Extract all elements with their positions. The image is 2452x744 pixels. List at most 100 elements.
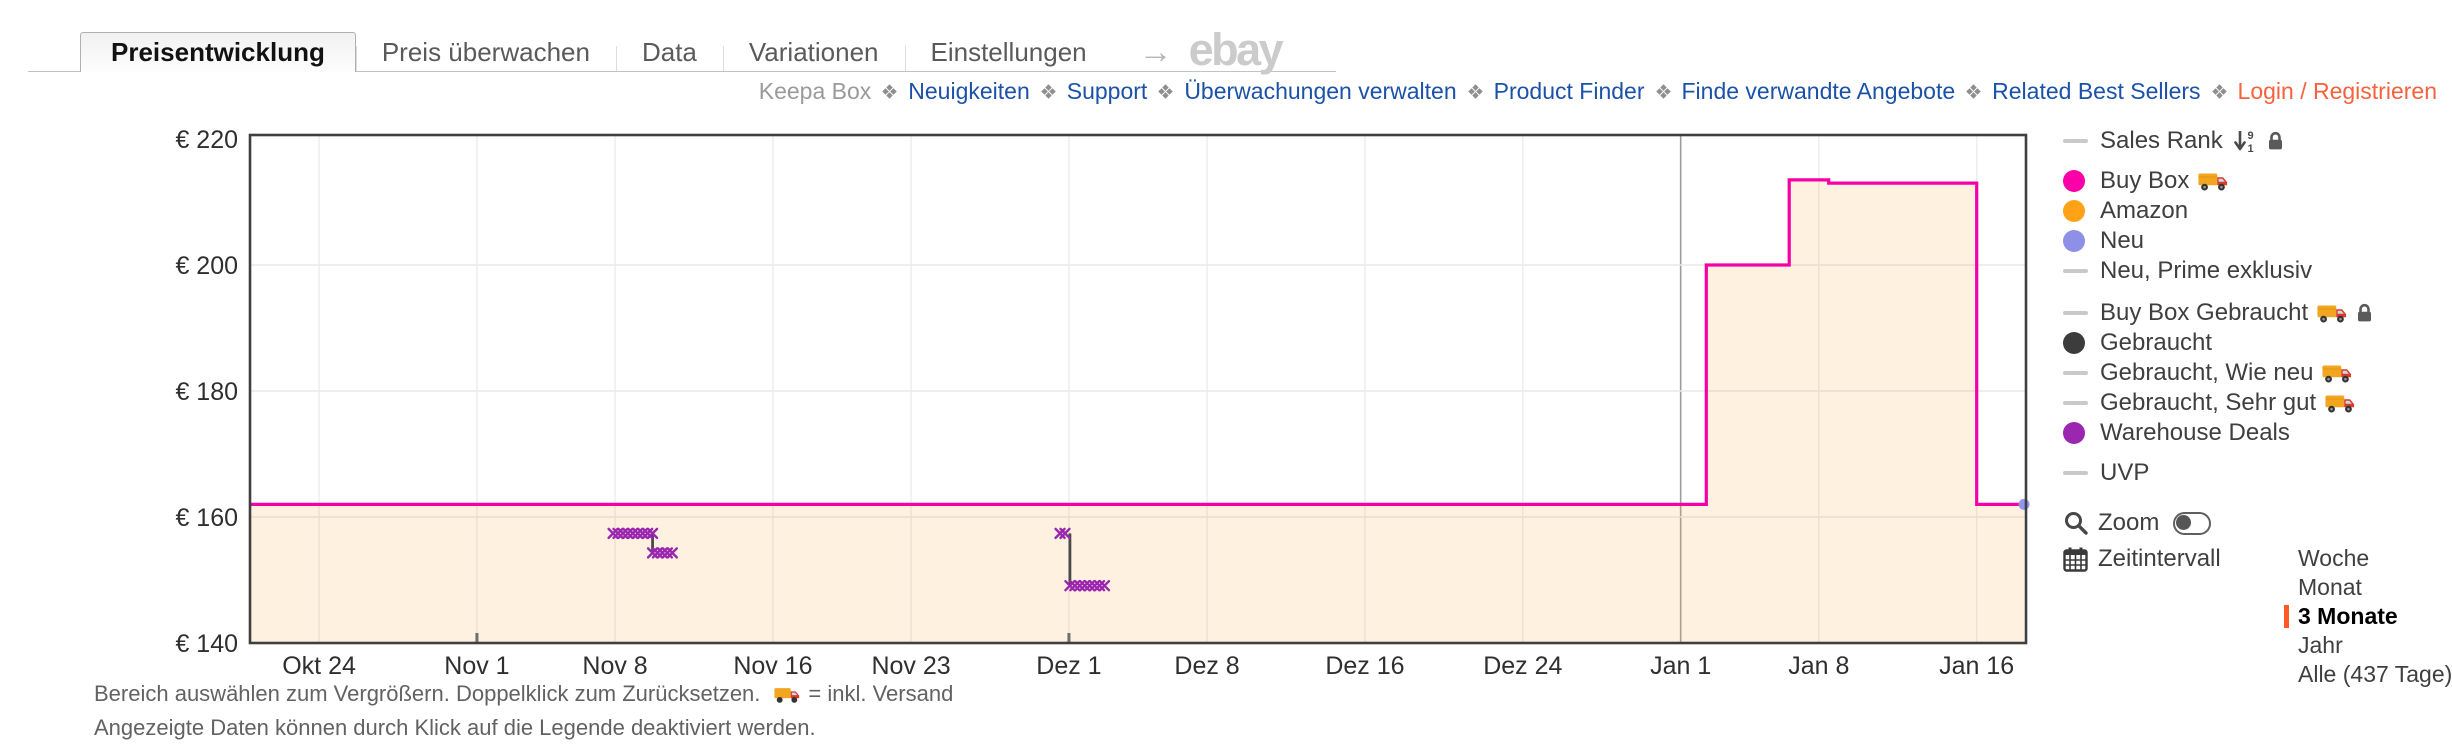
nav-link-neuigkeiten[interactable]: Neuigkeiten [908,77,1030,104]
legend-label: Gebraucht, Sehr gut [2100,389,2317,416]
truck-icon [2325,393,2355,414]
legend-line-marker [2063,400,2089,406]
y-tick-label: € 160 [175,504,238,532]
chart-footnotes: Bereich auswählen zum Vergrößern. Doppel… [94,678,953,743]
interval-option-label: Alle (437 Tage) [2298,661,2452,687]
calendar-icon [2063,547,2089,572]
y-tick-label: € 180 [175,378,238,406]
tab-preisentwicklung[interactable]: Preisentwicklung [80,32,356,72]
y-tick-label: € 140 [175,630,238,658]
diamond-separator-icon [1158,83,1174,99]
tab-einstellungen[interactable]: Einstellungen [904,32,1113,72]
legend-circle-marker [2063,332,2089,354]
tab-bar: Preisentwicklung Preis überwachen Data Vari… [80,24,1284,75]
x-tick-label: Nov 16 [733,652,812,680]
interval-label: Zeitintervall [2098,545,2221,572]
legend-item-uvp[interactable]: UVP [2063,458,2449,488]
x-tick-label: Jan 16 [1939,652,2014,680]
legend-label: Gebraucht [2100,329,2213,356]
chart-legend: Sales Rank 9 1 Buy Box Amazon Neu Neu, Prime e… [2063,126,2452,689]
month-start-tick [1067,633,1071,643]
legend-item-gebraucht-sehr-gut[interactable]: Gebraucht, Sehr gut [2063,388,2449,418]
svg-text:9: 9 [2247,130,2253,142]
ebay-logo[interactable]: ebay [1188,24,1284,75]
search-icon [2063,510,2089,536]
legend-circle-marker [2063,230,2089,252]
x-tick-label: Nov 23 [871,652,950,680]
x-tick-label: Dez 16 [1325,652,1404,680]
time-interval-row: Zeitintervall Woche Monat 3 Monate Jahr Alle … [2063,544,2452,689]
interval-option-alle-437-tage[interactable]: Alle (437 Tage) [2284,660,2452,689]
legend-label: Sales Rank [2100,127,2223,154]
legend-circle-marker [2063,170,2089,192]
legend-item-buy-box[interactable]: Buy Box [2063,166,2449,196]
x-tick-label: Dez 24 [1483,652,1562,680]
legend-line-marker [2063,370,2089,376]
legend-group: Sales Rank 9 1 [2063,126,2449,156]
legend-label: Amazon [2100,197,2189,224]
nav-link-product-finder[interactable]: Product Finder [1493,77,1645,104]
x-tick-label: Dez 1 [1036,652,1101,680]
truck-icon [2322,363,2352,384]
interval-option-label: Monat [2298,574,2362,600]
diamond-separator-icon [1655,83,1671,99]
zoom-toggle[interactable] [2173,511,2212,535]
legend-item-buy-box-gebraucht[interactable]: Buy Box Gebraucht [2063,298,2449,328]
legend-label: Neu, Prime exklusiv [2100,257,2313,284]
x-tick-label: Nov 8 [582,652,647,680]
legend-item-amazon[interactable]: Amazon [2063,196,2449,226]
toggle-knob [2176,514,2192,530]
interval-option-woche[interactable]: Woche [2284,544,2452,573]
legend-label: Neu [2100,227,2145,254]
legend-label: Buy Box [2100,167,2190,194]
secondary-nav: Keepa Box Neuigkeiten Support Überwachungen… [759,76,2437,106]
legend-label: Warehouse Deals [2100,419,2290,446]
x-tick-label: Nov 1 [444,652,509,680]
interval-option-3-monate[interactable]: 3 Monate [2284,602,2452,631]
x-tick-label: Jan 8 [1788,652,1849,680]
nav-link-finde-verwandte-angebote[interactable]: Finde verwandte Angebote [1681,77,1956,104]
diamond-separator-icon [1966,83,1981,99]
nav-link-berwachungen-verwalten[interactable]: Überwachungen verwalten [1184,77,1457,104]
lock-icon [2356,303,2373,324]
legend-item-warehouse-deals[interactable]: Warehouse Deals [2063,418,2449,448]
tab-preis-berwachen[interactable]: Preis überwachen [355,32,616,72]
lock-icon [2267,131,2284,152]
month-start-tick [475,633,479,643]
interval-option-label: 3 Monate [2298,603,2398,629]
interval-option-jahr[interactable]: Jahr [2284,631,2452,660]
zoom-hint-line: Bereich auswählen zum Vergrößern. Doppel… [94,678,953,712]
legend-label: UVP [2100,459,2150,486]
tab-data[interactable]: Data [615,32,723,72]
legend-label: Buy Box Gebraucht [2100,299,2309,326]
legend-group: Buy Box Gebraucht Gebraucht Gebraucht, Wie… [2063,298,2449,448]
zoom-label: Zoom [2098,509,2160,536]
current-price-dot [2018,498,2030,510]
interval-option-monat[interactable]: Monat [2284,573,2452,602]
legend-label: Gebraucht, Wie neu [2100,359,2314,386]
legend-item-neu[interactable]: Neu [2063,226,2449,256]
legend-circle-marker [2063,200,2089,222]
legend-line-marker [2063,138,2089,144]
price-history-chart[interactable]: € 220 € 200 € 180 € 160 € 140 Okt 24 Nov 1 Nov … [60,120,2060,710]
nav-link-related-best-sellers[interactable]: Related Best Sellers [1992,77,2201,104]
zoom-hint-text: Bereich auswählen zum Vergrößern. Doppel… [94,681,761,706]
svg-text:1: 1 [2247,143,2253,154]
buy-box-step-line [250,178,2024,506]
legend-circle-marker [2063,422,2089,444]
chart-border [248,133,2028,645]
legend-item-gebraucht[interactable]: Gebraucht [2063,328,2449,358]
selected-interval-bar [2284,605,2289,628]
diamond-separator-icon [2211,83,2227,99]
legend-line-marker [2063,470,2089,476]
legend-item-neu-prime-exklusiv[interactable]: Neu, Prime exklusiv [2063,256,2449,286]
nav-link-support[interactable]: Support [1066,77,1148,104]
zoom-control-row: Zoom [2063,508,2449,538]
truck-icon [774,681,800,712]
nav-link-login-registrieren[interactable]: Login / Registrieren [2237,77,2437,104]
legend-group: UVP [2063,458,2449,488]
legend-item-gebraucht-wie-neu[interactable]: Gebraucht, Wie neu [2063,358,2449,388]
tab-variationen[interactable]: Variationen [722,32,905,72]
legend-item-sales-rank[interactable]: Sales Rank 9 1 [2063,126,2449,156]
